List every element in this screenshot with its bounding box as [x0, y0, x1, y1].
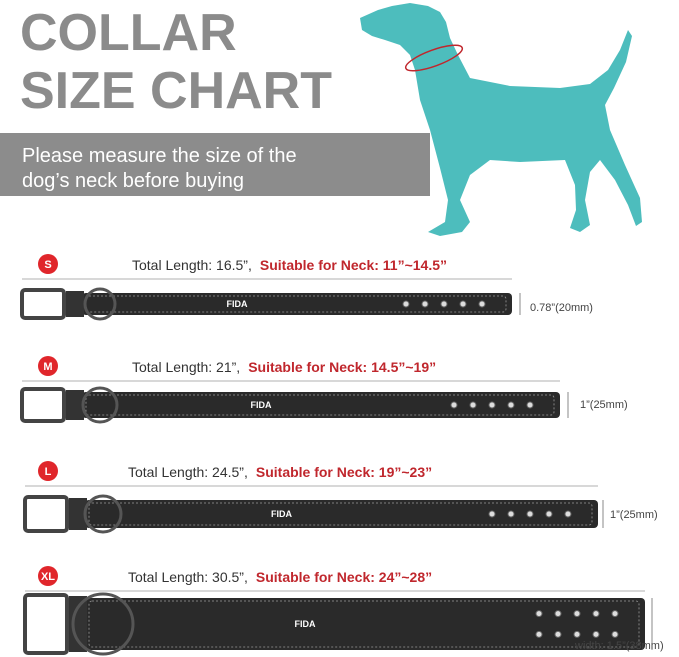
brand: FIDA: [271, 509, 292, 519]
collar-strap: [82, 392, 560, 418]
dog-silhouette: [360, 3, 642, 236]
collar-strap: [82, 293, 512, 315]
collar-strap: [85, 500, 598, 528]
collar-hole: [564, 510, 572, 518]
neck-range: Suitable for Neck: 11”~14.5”: [260, 257, 447, 273]
collar-width: width: 1.5”(38mm): [574, 640, 664, 652]
collar-width: 0.78”(20mm): [530, 302, 593, 314]
neck-range: Suitable for Neck: 14.5”~19”: [248, 359, 436, 375]
collar-hole: [469, 401, 477, 409]
collar-hole: [507, 510, 515, 518]
collar-hole: [554, 610, 562, 618]
collar-stitch: [85, 394, 555, 416]
collar-hole: [488, 510, 496, 518]
buckle-keeper: [69, 596, 87, 652]
brand: FIDA: [227, 299, 248, 309]
title-line: COLLAR: [20, 4, 237, 62]
neck-range: Suitable for Neck: 19”~23”: [256, 464, 432, 480]
d-ring: [81, 386, 119, 424]
collar-hole: [535, 630, 543, 638]
collar-hole: [459, 300, 467, 308]
collar-hole: [545, 510, 553, 518]
collar-hole: [440, 300, 448, 308]
total-length: Total Length: 30.5”,: [128, 569, 248, 585]
note-band: [0, 133, 430, 196]
brand: FIDA: [251, 400, 272, 410]
buckle-keeper: [69, 498, 87, 530]
d-ring: [71, 592, 135, 656]
collar-hole: [573, 610, 581, 618]
size-badge: [38, 566, 58, 586]
collar-hole: [507, 401, 515, 409]
size-badge: [38, 461, 58, 481]
collar-strap: [85, 598, 645, 650]
buckle: [20, 387, 66, 423]
collar-hole: [535, 610, 543, 618]
collar-hole: [592, 610, 600, 618]
collar-hole: [526, 510, 534, 518]
collar-hole: [478, 300, 486, 308]
neck-range: Suitable for Neck: 24”~28”: [256, 569, 432, 585]
size-badge: [38, 356, 58, 376]
size-label: S: [44, 259, 51, 271]
size-badge: [38, 254, 58, 274]
collar-stitch: [88, 502, 593, 526]
buckle-keeper: [66, 291, 84, 317]
collar-width: 1”(25mm): [580, 399, 628, 411]
collar-hole: [554, 630, 562, 638]
total-length: Total Length: 21”,: [132, 359, 240, 375]
collar-width: 1”(25mm): [610, 509, 658, 521]
brand: FIDA: [295, 619, 316, 629]
collar-hole: [421, 300, 429, 308]
collar-hole: [402, 300, 410, 308]
collar-stitch: [88, 600, 640, 648]
d-ring: [83, 287, 117, 321]
buckle: [23, 495, 69, 533]
collar-outline: [404, 44, 464, 72]
size-label: M: [43, 361, 52, 373]
collar-hole: [611, 610, 619, 618]
buckle: [20, 288, 66, 320]
size-label: L: [45, 466, 52, 478]
note-line: dog’s neck before buying: [22, 170, 244, 192]
collar-hole: [488, 401, 496, 409]
note-line: Please measure the size of the: [22, 145, 297, 167]
buckle-keeper: [66, 390, 84, 420]
collar-hole: [573, 630, 581, 638]
title-line: SIZE CHART: [20, 62, 332, 120]
collar-hole: [526, 401, 534, 409]
collar-hole: [592, 630, 600, 638]
total-length: Total Length: 24.5”,: [128, 464, 248, 480]
buckle: [23, 593, 69, 655]
total-length: Total Length: 16.5”,: [132, 257, 252, 273]
size-label: XL: [41, 571, 55, 583]
d-ring: [83, 494, 123, 534]
collar-hole: [611, 630, 619, 638]
collar-hole: [450, 401, 458, 409]
